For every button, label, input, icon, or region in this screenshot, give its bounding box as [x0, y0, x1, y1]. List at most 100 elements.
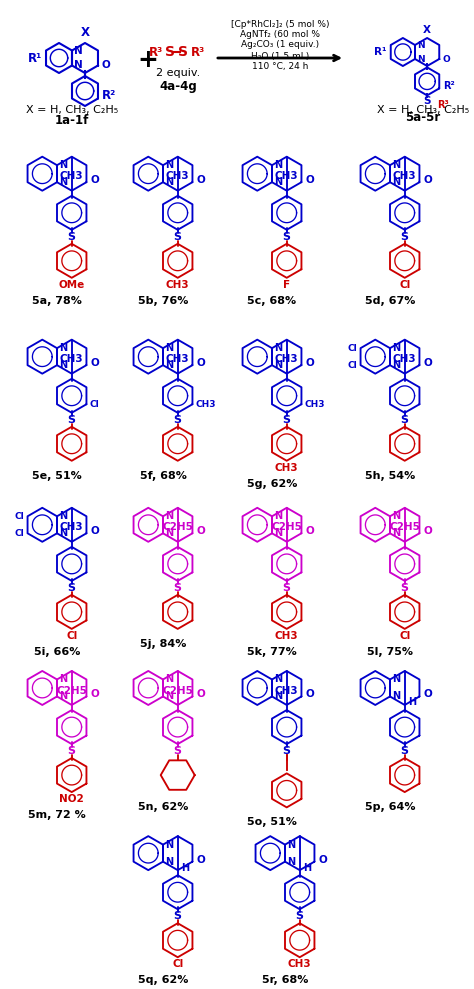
- Text: N: N: [165, 360, 173, 370]
- Text: 5r, 68%: 5r, 68%: [262, 975, 308, 985]
- Text: O: O: [305, 689, 314, 699]
- Text: R³: R³: [191, 45, 205, 58]
- Text: Cl: Cl: [399, 280, 410, 290]
- Text: N: N: [165, 674, 173, 684]
- Text: N: N: [417, 41, 425, 49]
- Text: N: N: [274, 360, 282, 370]
- Text: S: S: [283, 414, 291, 424]
- Text: R¹: R¹: [28, 51, 42, 64]
- Text: S: S: [165, 45, 175, 59]
- Text: N: N: [59, 343, 67, 353]
- Text: S: S: [68, 231, 76, 241]
- Text: N: N: [59, 511, 67, 521]
- Text: Ag₂CO₃ (1 equiv.): Ag₂CO₃ (1 equiv.): [241, 40, 319, 49]
- Text: 5q, 62%: 5q, 62%: [138, 975, 188, 985]
- Text: N: N: [392, 177, 400, 187]
- Text: S: S: [68, 583, 76, 592]
- Text: O: O: [442, 54, 450, 63]
- Text: Cl: Cl: [348, 343, 357, 353]
- Text: 5l, 75%: 5l, 75%: [367, 647, 413, 657]
- Text: CH3: CH3: [275, 354, 299, 364]
- Text: O: O: [196, 175, 205, 185]
- Text: R¹: R¹: [374, 47, 387, 57]
- Text: O: O: [423, 526, 432, 536]
- Text: N: N: [165, 840, 173, 850]
- Text: S: S: [174, 414, 182, 424]
- Text: O: O: [102, 60, 111, 70]
- Text: Cl: Cl: [172, 959, 183, 969]
- Text: N: N: [392, 511, 400, 521]
- Text: X: X: [423, 25, 431, 35]
- Text: Cl: Cl: [399, 631, 410, 641]
- Text: 5j, 84%: 5j, 84%: [140, 639, 186, 649]
- Text: O: O: [91, 689, 99, 699]
- Text: 5k, 77%: 5k, 77%: [247, 647, 297, 657]
- Text: O: O: [423, 689, 432, 699]
- Text: CH3: CH3: [304, 400, 325, 408]
- Text: N: N: [165, 177, 173, 187]
- Text: S: S: [174, 231, 182, 241]
- Text: X = H, CH₃, C₂H₅: X = H, CH₃, C₂H₅: [377, 105, 469, 115]
- Text: CH3: CH3: [60, 171, 83, 181]
- Text: S: S: [401, 231, 409, 241]
- Text: N: N: [392, 674, 400, 684]
- Text: O: O: [319, 854, 327, 864]
- Text: O: O: [196, 854, 205, 864]
- Text: N: N: [59, 674, 67, 684]
- Text: Cl: Cl: [66, 631, 77, 641]
- Text: N: N: [59, 160, 67, 170]
- Text: CH3: CH3: [195, 400, 216, 408]
- Text: 5m, 72 %: 5m, 72 %: [28, 810, 86, 820]
- Text: C2H5: C2H5: [56, 685, 87, 695]
- Text: 5g, 62%: 5g, 62%: [247, 479, 297, 489]
- Text: CH3: CH3: [275, 631, 299, 641]
- Text: 5f, 68%: 5f, 68%: [139, 471, 186, 481]
- Text: N: N: [274, 528, 282, 538]
- Text: N: N: [165, 691, 173, 701]
- Text: 5p, 64%: 5p, 64%: [365, 802, 415, 812]
- Text: O: O: [196, 526, 205, 536]
- Text: CH3: CH3: [60, 354, 83, 364]
- Text: S: S: [423, 96, 431, 107]
- Text: CH3: CH3: [275, 463, 299, 473]
- Text: CH3: CH3: [275, 171, 299, 181]
- Text: 5e, 51%: 5e, 51%: [32, 471, 82, 481]
- Text: S: S: [68, 414, 76, 424]
- Text: 5a, 78%: 5a, 78%: [32, 296, 82, 306]
- Text: O: O: [91, 358, 99, 368]
- Text: S: S: [283, 746, 291, 756]
- Text: O: O: [91, 526, 99, 536]
- Text: 5a-5r: 5a-5r: [405, 112, 441, 125]
- Text: S: S: [68, 746, 76, 756]
- Text: Cl: Cl: [348, 361, 357, 370]
- Text: CH3: CH3: [60, 522, 83, 532]
- Text: 5h, 54%: 5h, 54%: [365, 471, 415, 481]
- Text: 1a-1f: 1a-1f: [55, 114, 89, 127]
- Text: N: N: [165, 511, 173, 521]
- Text: AgNTf₂ (60 mol %: AgNTf₂ (60 mol %: [240, 30, 320, 39]
- Text: H: H: [408, 697, 416, 707]
- Text: CH3: CH3: [393, 354, 417, 364]
- Text: Cl: Cl: [15, 511, 25, 521]
- Text: N: N: [392, 160, 400, 170]
- Text: O: O: [305, 358, 314, 368]
- Text: S: S: [401, 414, 409, 424]
- Text: N: N: [165, 528, 173, 538]
- Text: CH3: CH3: [166, 280, 190, 290]
- Text: N: N: [165, 160, 173, 170]
- Text: 110 °C, 24 h: 110 °C, 24 h: [252, 62, 308, 71]
- Text: 5i, 66%: 5i, 66%: [34, 647, 80, 657]
- Text: 5b, 76%: 5b, 76%: [138, 296, 188, 306]
- Text: N: N: [74, 45, 83, 55]
- Text: N: N: [274, 177, 282, 187]
- Text: H: H: [303, 862, 311, 872]
- Text: S: S: [174, 583, 182, 592]
- Text: S: S: [174, 911, 182, 921]
- Text: N: N: [74, 60, 83, 70]
- Text: 5n, 62%: 5n, 62%: [138, 802, 188, 812]
- Text: S: S: [174, 746, 182, 756]
- Text: S: S: [178, 45, 188, 59]
- Text: X: X: [81, 26, 90, 39]
- Text: N: N: [59, 528, 67, 538]
- Text: O: O: [423, 175, 432, 185]
